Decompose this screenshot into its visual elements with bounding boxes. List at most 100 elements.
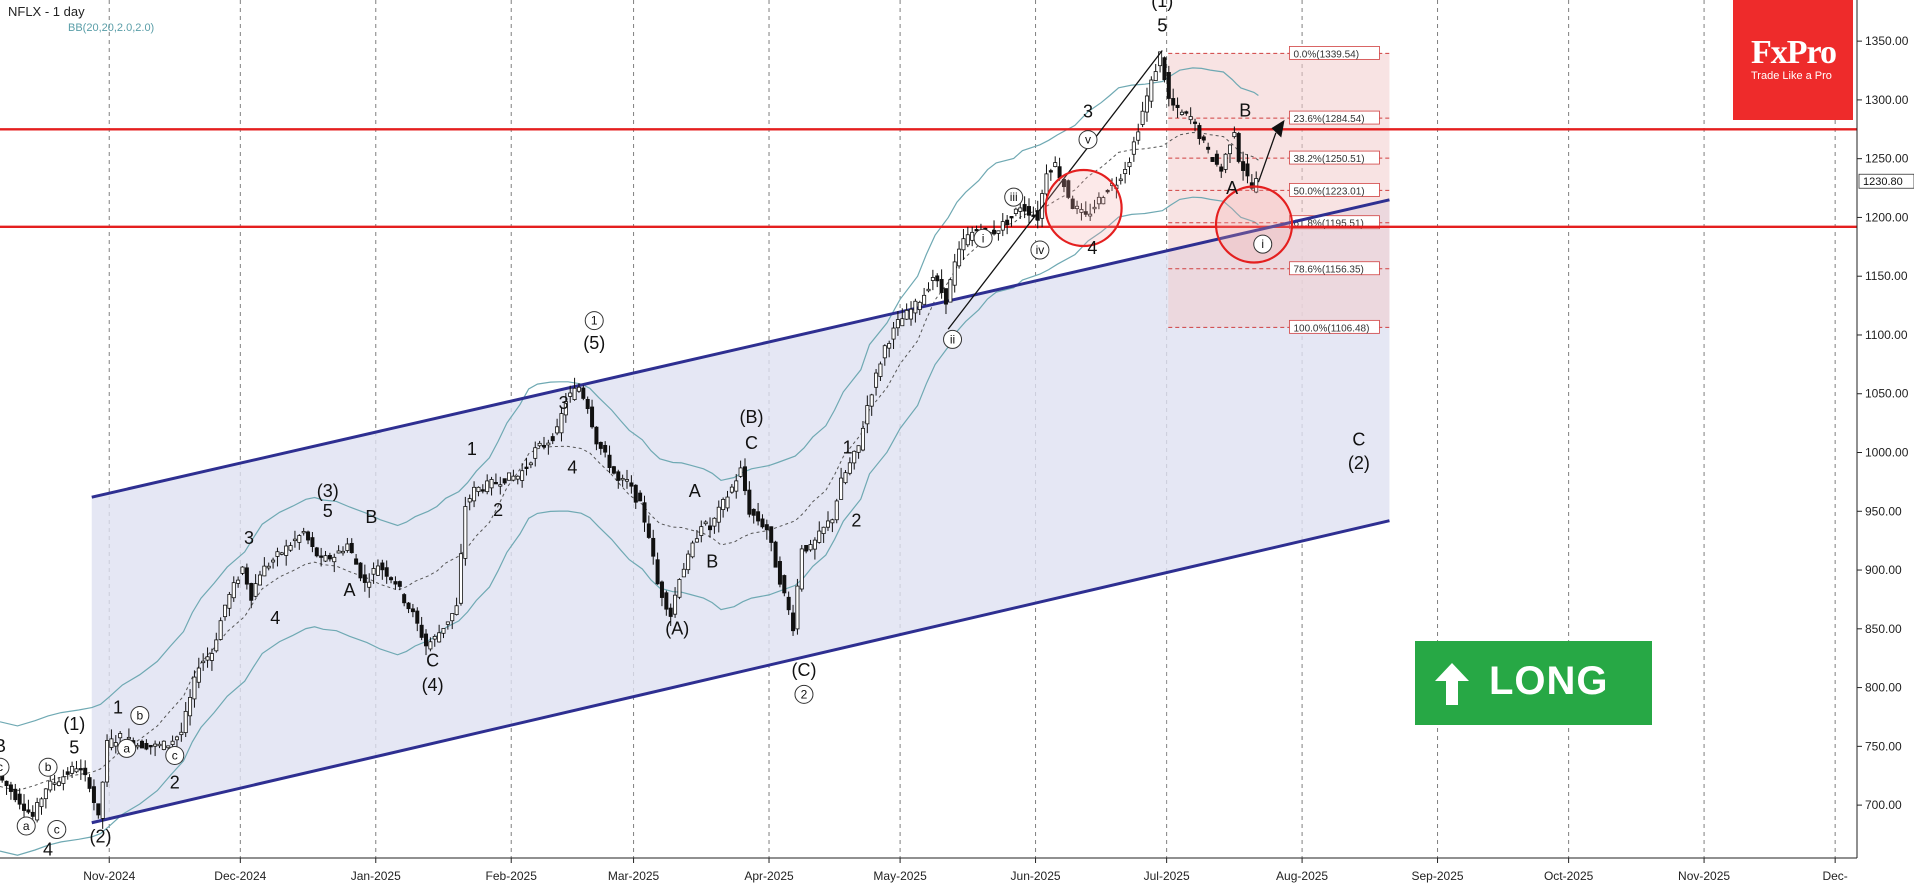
candle-body [485, 480, 490, 493]
candle-body [153, 743, 158, 747]
wave-label: iii [1010, 190, 1018, 204]
projection-arrow-head [1271, 119, 1285, 138]
candle-body [1070, 198, 1075, 209]
candle-body [393, 581, 398, 585]
wave-label: 5 [69, 737, 79, 757]
candle-body [1153, 71, 1158, 81]
y-tick-label: 1100.00 [1865, 328, 1908, 342]
candle-body [1201, 136, 1206, 141]
fib-level-label: 100.0%(1106.48) [1293, 323, 1369, 334]
candle-body [113, 742, 118, 747]
candle-body [502, 478, 507, 484]
candle-body [878, 363, 883, 377]
candle-body [1000, 221, 1005, 231]
candle-body [996, 230, 1001, 234]
wave-label-circle [973, 228, 993, 248]
x-tick-label: Nov-2025 [1678, 869, 1730, 883]
candle-body [550, 436, 555, 442]
candle-body [546, 442, 551, 446]
candle-body [148, 744, 153, 748]
candle-body [1254, 178, 1259, 193]
wave-label: c [54, 822, 60, 836]
candle-body [568, 392, 573, 397]
x-tick-label: Mar-2025 [608, 869, 660, 883]
candle-body [926, 288, 931, 292]
candle-body [756, 511, 761, 522]
candle-body [948, 279, 953, 303]
candle-body [655, 559, 660, 585]
wave-label-circle [1030, 240, 1050, 260]
candle-body [397, 581, 402, 587]
wave-label: 4 [567, 458, 577, 478]
candle-body [1179, 111, 1184, 115]
wave-label: B [1239, 100, 1251, 120]
candle-body [22, 803, 27, 811]
candle-body [249, 582, 254, 601]
wave-label: b [45, 760, 52, 774]
candle-body [673, 594, 678, 615]
candle-body [183, 710, 188, 734]
wave-label: ii [950, 332, 955, 346]
y-tick-label: 1300.00 [1865, 93, 1909, 107]
candle-body [109, 738, 114, 748]
candle-body [157, 743, 162, 747]
candle-body [1236, 133, 1241, 162]
candle-body [729, 486, 734, 493]
candle-body [507, 472, 512, 481]
wave-label: A [1226, 178, 1238, 198]
candle-body [917, 301, 922, 311]
y-tick-label: 700.00 [1865, 798, 1902, 812]
candle-body [721, 499, 726, 511]
wave-label-circle [1078, 130, 1098, 150]
candle-body [1005, 219, 1010, 226]
x-tick-label: Dec-2024 [214, 869, 266, 883]
candle-body [1066, 180, 1071, 198]
wave-label: a [23, 819, 30, 833]
brand-name: FxPro [1751, 34, 1837, 71]
wave-label: C [1352, 429, 1365, 449]
candle-body [769, 526, 774, 543]
candle-body [480, 489, 485, 492]
candle-body [1219, 166, 1224, 172]
candle-body [454, 605, 459, 615]
candle-body [611, 466, 616, 474]
candle-body [804, 545, 809, 552]
wave-label: 2 [493, 500, 503, 520]
candle-body [817, 530, 822, 543]
candle-body [1088, 213, 1093, 217]
wave-label: i [1261, 237, 1264, 251]
wave-label: (5) [583, 333, 605, 353]
candle-body [852, 450, 857, 464]
wave-label: (2) [1348, 453, 1370, 473]
candle-body [651, 537, 656, 557]
candle-body [371, 568, 376, 575]
candle-body [223, 604, 228, 618]
fib-level-label: 0.0%(1339.54) [1293, 49, 1359, 60]
candle-body [327, 555, 332, 560]
wave-label: 1 [843, 438, 853, 458]
wave-label: c [0, 760, 3, 774]
candle-body [782, 575, 787, 594]
candle-body [943, 288, 948, 305]
candle-body [642, 502, 647, 523]
candle-body [323, 555, 328, 562]
candle-body [354, 558, 359, 565]
candle-body [1197, 125, 1202, 139]
candle-body [13, 788, 18, 801]
candle-body [607, 454, 612, 468]
candle-body [275, 551, 280, 557]
candle-body [415, 610, 420, 624]
y-tick-label: 800.00 [1865, 681, 1902, 695]
candle-body [437, 632, 442, 643]
candle-body [4, 780, 9, 787]
candle-body [1140, 110, 1145, 125]
candle-body [100, 781, 105, 819]
candle-body [830, 519, 835, 524]
arrow-up-icon [1435, 663, 1469, 705]
wave-label: v [1085, 133, 1091, 147]
wave-label-circle [794, 684, 814, 704]
candle-body [777, 561, 782, 585]
candle-body [262, 565, 267, 577]
candle-body [458, 553, 463, 604]
wave-label-circle [943, 329, 963, 349]
